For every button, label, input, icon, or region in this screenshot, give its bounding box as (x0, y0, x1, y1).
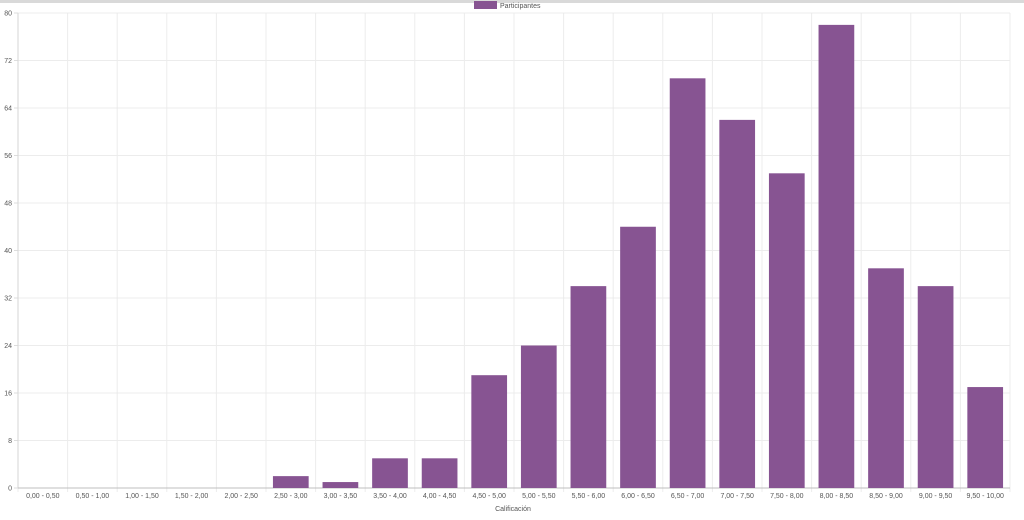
x-tick-label: 9,50 - 10,00 (967, 493, 1004, 500)
x-tick-label: 3,00 - 3,50 (324, 493, 358, 500)
y-tick-label: 56 (4, 153, 12, 160)
x-tick-label: 6,50 - 7,00 (671, 493, 705, 500)
y-tick-label: 0 (8, 486, 12, 493)
y-tick-label: 8 (8, 438, 12, 445)
y-tick-label: 80 (4, 11, 12, 18)
bar[interactable] (719, 119, 756, 488)
x-tick-label: 9,00 - 9,50 (919, 493, 953, 500)
x-axis-title: Calificación (495, 506, 531, 513)
legend[interactable]: Participantes (474, 1, 541, 10)
x-tick-label: 1,50 - 2,00 (175, 493, 209, 500)
window-top-border (0, 0, 1024, 3)
x-tick-label: 6,00 - 6,50 (621, 493, 655, 500)
bar[interactable] (917, 286, 954, 488)
legend-label-participantes[interactable]: Participantes (500, 3, 541, 10)
x-tick-label: 2,50 - 3,00 (274, 493, 308, 500)
y-tick-labels: 0 8 16 24 32 40 48 56 64 72 80 (4, 11, 12, 493)
bar[interactable] (471, 375, 508, 488)
x-tick-label: 0,00 - 0,50 (26, 493, 60, 500)
x-tick-label: 3,50 - 4,00 (373, 493, 407, 500)
y-tick-label: 48 (4, 201, 12, 208)
y-tick-label: 64 (4, 106, 12, 113)
x-tick-labels: 0,00 - 0,50 0,50 - 1,00 1,00 - 1,50 1,50 - … (26, 493, 1004, 500)
bar[interactable] (570, 286, 607, 488)
legend-swatch-participantes[interactable] (474, 1, 497, 9)
x-tick-label: 1,00 - 1,50 (125, 493, 159, 500)
x-tick-label: 8,00 - 8,50 (820, 493, 854, 500)
x-tick-label: 8,50 - 9,00 (869, 493, 903, 500)
y-tick-label: 16 (4, 391, 12, 398)
x-tick-label: 0,50 - 1,00 (76, 493, 110, 500)
bars (272, 24, 1004, 489)
x-tick-label: 5,50 - 6,00 (572, 493, 606, 500)
grid-lines (17, 12, 1011, 492)
bar[interactable] (272, 476, 309, 488)
x-tick-label: 5,00 - 5,50 (522, 493, 556, 500)
bar[interactable] (620, 226, 656, 488)
bar[interactable] (520, 345, 557, 489)
bar[interactable] (372, 458, 408, 488)
bar[interactable] (868, 268, 904, 488)
x-tick-label: 4,50 - 5,00 (472, 493, 506, 500)
y-tick-label: 72 (4, 58, 12, 65)
x-tick-label: 2,00 - 2,50 (224, 493, 258, 500)
bar[interactable] (768, 173, 805, 488)
x-tick-label: 7,00 - 7,50 (720, 493, 754, 500)
bar[interactable] (421, 458, 458, 488)
x-tick-label: 7,50 - 8,00 (770, 493, 804, 500)
y-tick-label: 32 (4, 296, 12, 303)
bar[interactable] (322, 482, 359, 488)
x-tick-label: 4,00 - 4,50 (423, 493, 457, 500)
y-tick-label: 24 (4, 343, 12, 350)
bar[interactable] (967, 387, 1004, 488)
y-tick-label: 40 (4, 248, 12, 255)
bar[interactable] (669, 78, 706, 488)
bar[interactable] (818, 24, 855, 488)
